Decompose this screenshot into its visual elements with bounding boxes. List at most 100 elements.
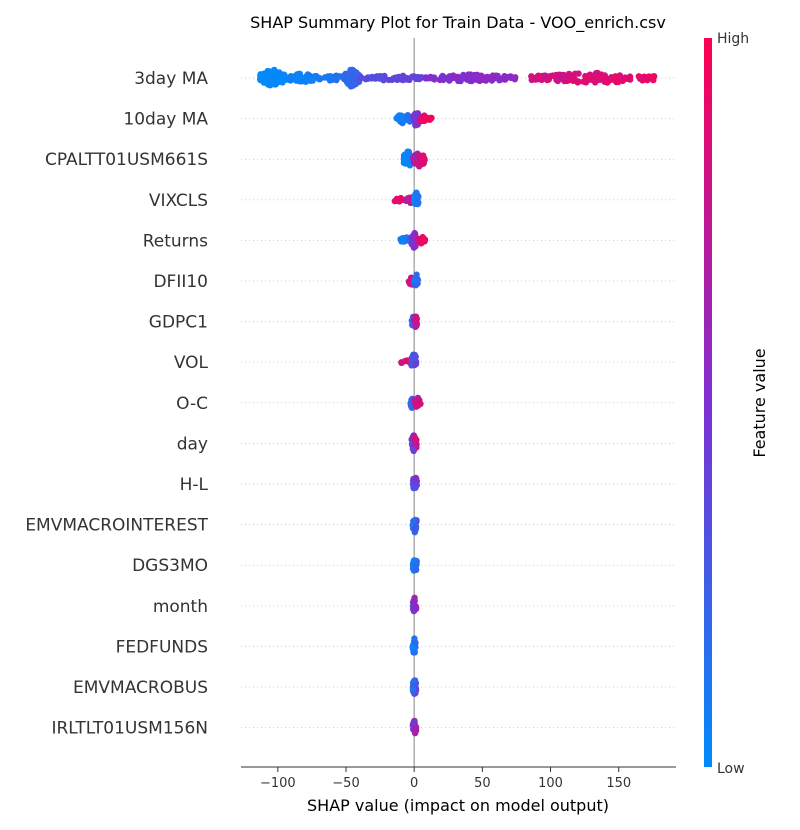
shap-point	[575, 78, 582, 85]
shap-point	[411, 729, 419, 737]
shap-point	[410, 446, 417, 454]
shap-point	[410, 719, 418, 726]
shap-point	[412, 724, 419, 731]
feature-label: DFII10	[153, 272, 208, 292]
feature-row: IRLTLT01USM156N	[51, 717, 676, 739]
shap-point	[466, 77, 474, 85]
shap-point	[393, 115, 400, 122]
x-tick-label: 150	[606, 776, 631, 791]
shap-point	[262, 71, 269, 78]
shap-point	[390, 75, 397, 82]
shap-point	[323, 74, 330, 81]
feature-label: EMVMACROINTEREST	[25, 516, 208, 536]
feature-label: O-C	[176, 394, 208, 414]
feature-row: O-C	[176, 394, 676, 414]
feature-row: H-L	[180, 474, 676, 495]
feature-label: VIXCLS	[149, 191, 208, 211]
shap-point	[412, 606, 419, 613]
shap-point	[484, 73, 491, 81]
shap-point	[349, 66, 357, 74]
shap-point	[509, 74, 517, 81]
shap-point	[259, 75, 266, 83]
feature-label: month	[153, 597, 208, 617]
shap-point	[636, 75, 644, 82]
shap-point	[501, 73, 508, 80]
x-axis: −100 −50 0 50 100 150	[241, 766, 676, 791]
shap-point	[267, 76, 274, 83]
x-tick-label: 0	[410, 776, 418, 791]
shap-point	[412, 525, 419, 532]
shap-point	[421, 237, 428, 244]
shap-point	[410, 243, 418, 250]
shap-point	[402, 152, 410, 160]
colorbar-high-label: High	[717, 31, 749, 47]
feature-row: day	[177, 432, 676, 454]
shap-point	[363, 75, 370, 83]
shap-point	[478, 74, 485, 82]
feature-row: 10day MA	[123, 110, 676, 130]
feature-label: GDPC1	[149, 313, 208, 333]
feature-label: Returns	[143, 231, 208, 251]
shap-point	[398, 359, 405, 366]
shap-point	[446, 76, 453, 83]
shap-point	[569, 77, 577, 84]
shap-point	[378, 74, 385, 82]
feature-label: 10day MA	[123, 110, 208, 130]
shap-point	[296, 70, 303, 78]
feature-label: FEDFUNDS	[116, 637, 208, 657]
shap-point	[398, 116, 405, 123]
shap-point	[288, 74, 296, 82]
colorbar: High Low Feature value	[704, 31, 769, 777]
shap-point	[343, 71, 350, 78]
shap-point	[404, 195, 411, 202]
shap-point	[412, 401, 420, 408]
shap-point	[410, 517, 417, 525]
shap-point	[565, 70, 573, 78]
shap-point	[413, 482, 420, 489]
shap-point	[413, 561, 420, 568]
shap-point	[350, 74, 357, 81]
shap-point	[647, 73, 655, 81]
shap-point	[411, 277, 418, 284]
shap-point	[612, 75, 620, 82]
feature-label: DGS3MO	[132, 556, 208, 576]
shap-point	[571, 70, 578, 78]
shap-point	[580, 78, 587, 85]
shap-point	[415, 74, 422, 82]
shap-point	[406, 76, 413, 84]
x-tick-label: −50	[332, 776, 359, 791]
shap-point	[412, 323, 419, 330]
shap-point	[594, 69, 601, 77]
shap-point	[412, 160, 419, 167]
shap-point	[371, 74, 378, 81]
feature-label: 3day MA	[134, 69, 208, 89]
feature-row: VIXCLS	[149, 189, 676, 211]
shap-point	[592, 79, 599, 86]
shap-point	[395, 73, 403, 81]
shap-point	[401, 158, 408, 165]
feature-rows: 3day MA 10day MA CPALTT01USM661S VIXCLS Retu…	[25, 38, 676, 767]
shap-point	[413, 200, 421, 207]
shap-point	[275, 70, 282, 77]
shap-point	[409, 154, 417, 161]
shap-point	[409, 644, 417, 651]
shap-point	[412, 318, 419, 326]
shap-point	[283, 76, 290, 83]
shap-point	[457, 77, 464, 85]
feature-row: Returns	[143, 229, 676, 251]
shap-point	[412, 360, 420, 368]
shap-point	[412, 438, 420, 445]
shap-point	[344, 76, 351, 83]
shap-point	[423, 74, 430, 82]
shap-point	[452, 74, 459, 81]
shap-point	[604, 78, 611, 86]
shap-point	[412, 396, 419, 404]
shap-point	[410, 649, 417, 656]
shap-point	[557, 75, 565, 82]
feature-row: 3day MA	[134, 66, 676, 90]
feature-label: CPALTT01USM661S	[45, 150, 208, 170]
shap-point	[350, 81, 358, 88]
chart-title: SHAP Summary Plot for Train Data - VOO_e…	[250, 13, 666, 33]
x-tick-label: 100	[538, 776, 563, 791]
